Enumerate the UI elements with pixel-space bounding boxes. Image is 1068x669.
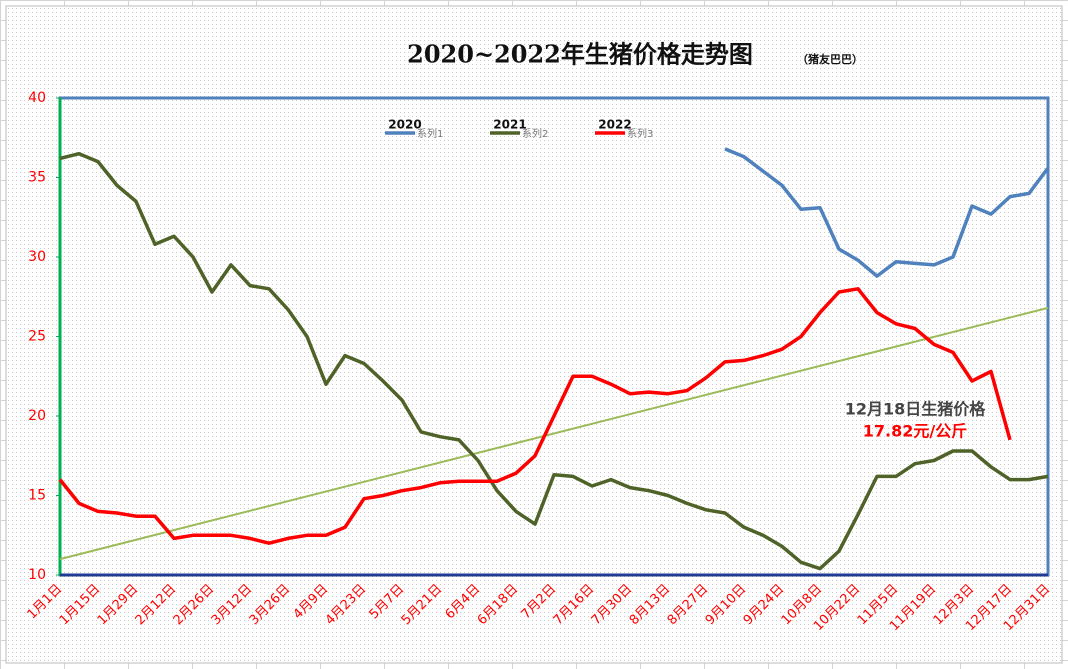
y-tick-label: 40 bbox=[28, 90, 46, 106]
chart-title: 2020~2022年生猪价格走势图 bbox=[407, 40, 753, 69]
legend-year: 2021 bbox=[493, 118, 526, 132]
y-tick-label: 25 bbox=[28, 329, 46, 345]
annotation: 17.82元/公斤 bbox=[863, 422, 967, 441]
y-tick-label: 15 bbox=[28, 488, 46, 504]
series-line bbox=[59, 151, 1049, 571]
legend-year: 2022 bbox=[598, 118, 631, 132]
y-tick-label: 20 bbox=[28, 408, 46, 424]
trendline bbox=[59, 306, 1049, 561]
legend-label: 系列2 bbox=[522, 127, 548, 140]
legend-label: 系列3 bbox=[627, 127, 653, 140]
series-line bbox=[724, 147, 1050, 278]
plot-area bbox=[58, 96, 1050, 577]
annotation: 12月18日生猪价格 bbox=[845, 400, 987, 419]
y-tick-label: 35 bbox=[28, 170, 46, 186]
chart-subtitle: （猪友巴巴） bbox=[797, 52, 863, 66]
y-tick-label: 30 bbox=[28, 249, 46, 265]
y-tick-label: 10 bbox=[28, 567, 46, 583]
legend-label: 系列1 bbox=[417, 127, 443, 140]
legend-year: 2020 bbox=[388, 118, 421, 132]
series-line bbox=[58, 287, 1012, 545]
